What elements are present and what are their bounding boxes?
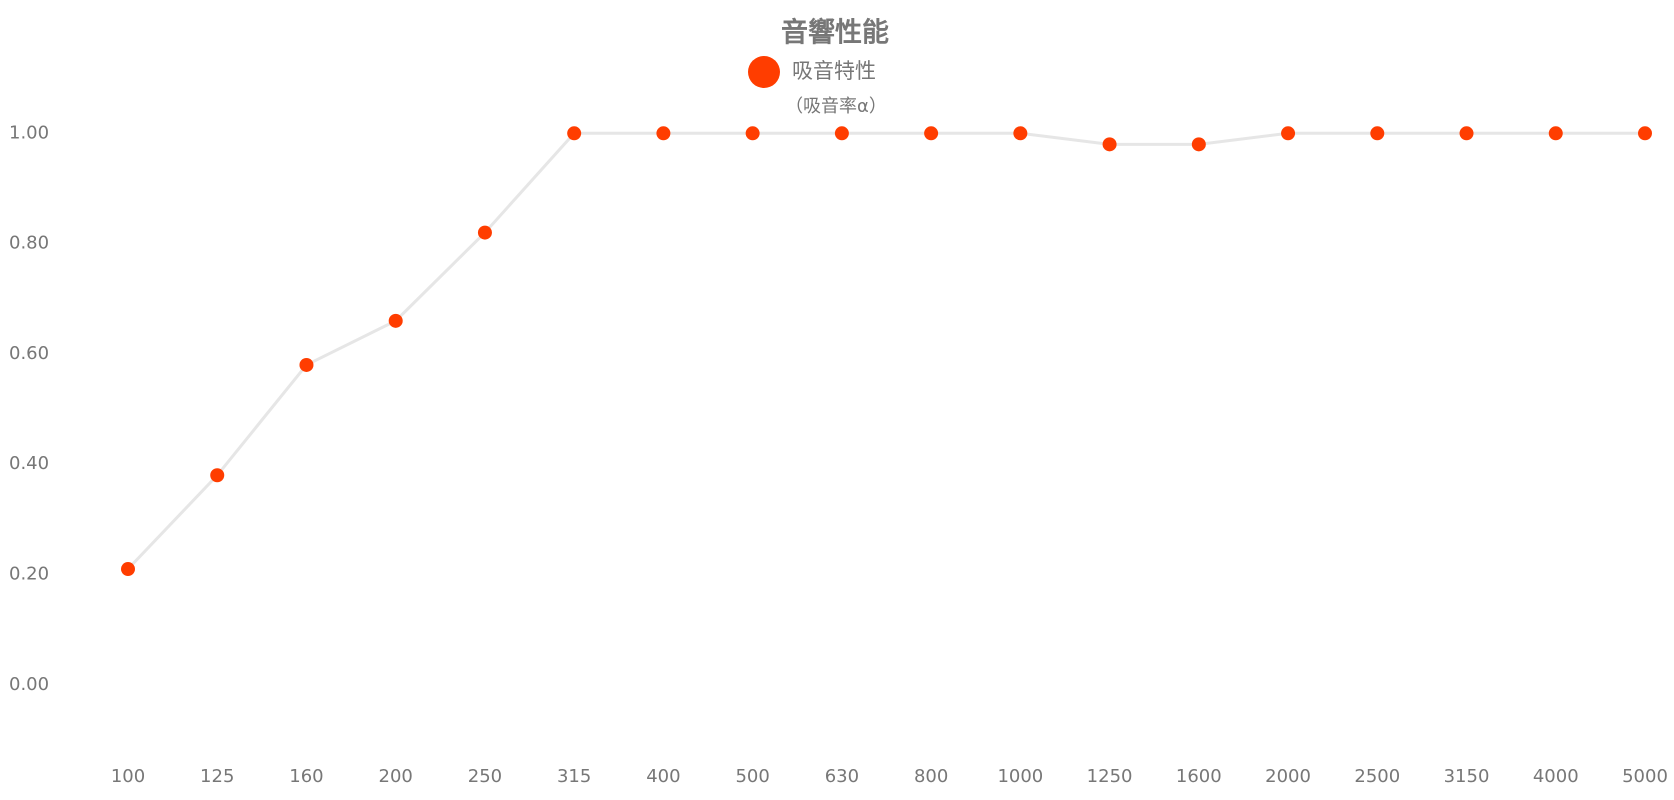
chart-subtitle: （吸音率α） (785, 96, 887, 117)
data-point (388, 313, 403, 328)
x-tick-label: 1600 (1176, 766, 1222, 787)
data-point (121, 562, 135, 577)
x-tick-label: 630 (825, 766, 859, 787)
x-tick-label: 5000 (1622, 766, 1668, 787)
y-tick-label: 1.00 (9, 122, 49, 143)
data-point (299, 357, 314, 372)
y-tick-label: 0.80 (9, 233, 49, 254)
data-point (1102, 137, 1117, 152)
x-tick-label: 4000 (1533, 766, 1579, 787)
data-point (924, 126, 939, 141)
x-tick-label: 3150 (1444, 766, 1490, 787)
data-point (477, 225, 492, 240)
x-tick-label: 100 (111, 766, 145, 787)
x-tick-label: 2000 (1265, 766, 1311, 787)
x-tick-label: 200 (379, 766, 413, 787)
data-point (834, 126, 849, 141)
data-point (1548, 126, 1563, 141)
data-point (1013, 126, 1028, 141)
x-tick-label: 2500 (1354, 766, 1400, 787)
data-point (745, 126, 760, 141)
x-tick-label: 250 (468, 766, 502, 787)
data-point (1281, 126, 1296, 141)
data-point (1191, 137, 1206, 152)
y-tick-label: 0.20 (9, 564, 49, 585)
y-tick-label: 0.00 (9, 674, 49, 695)
x-tick-label: 1250 (1087, 766, 1133, 787)
data-point (210, 468, 225, 483)
y-tick-label: 0.60 (9, 343, 49, 364)
chart-title: 音響性能 (781, 17, 889, 49)
legend-marker[interactable] (748, 56, 780, 88)
data-point (1638, 126, 1652, 141)
data-point (656, 126, 671, 141)
x-tick-label: 400 (646, 766, 680, 787)
data-point (1459, 126, 1474, 141)
data-point (1370, 126, 1385, 141)
legend-label[interactable]: 吸音特性 (792, 59, 876, 83)
data-point (567, 126, 582, 141)
x-tick-label: 160 (289, 766, 323, 787)
x-tick-label: 1000 (997, 766, 1043, 787)
series-line (126, 131, 1645, 571)
x-tick-label: 500 (735, 766, 769, 787)
y-tick-label: 0.40 (9, 453, 49, 474)
x-tick-label: 800 (914, 766, 948, 787)
x-tick-label: 125 (200, 766, 234, 787)
x-tick-label: 315 (557, 766, 591, 787)
